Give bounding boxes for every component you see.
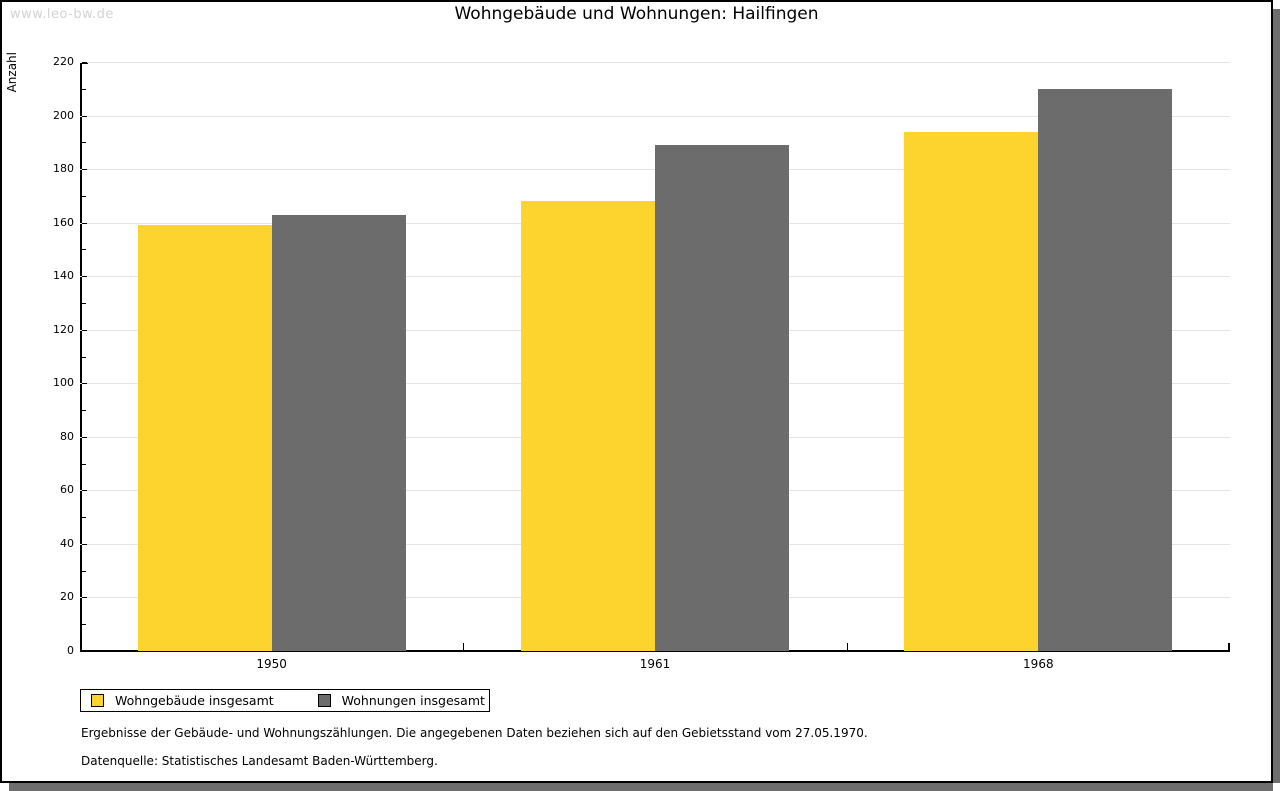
y-tick-label: 0 (67, 644, 74, 657)
y-tick-label: 200 (53, 108, 74, 122)
bar-1968-series-2 (1038, 88, 1173, 651)
footnote-data-source: Datenquelle: Statistisches Landesamt Bad… (81, 754, 438, 768)
plot-area: 0 20 40 60 80 100 120 140 160 180 200 220 1950 1961 19… (53, 56, 1230, 671)
y-tick-label: 180 (53, 162, 74, 176)
y-major-tick (82, 276, 87, 278)
bar-1961-series-1 (521, 201, 655, 651)
y-minor-tick (82, 570, 86, 572)
y-tick-label: 140 (53, 269, 74, 283)
x-tick-label: 1968 (1023, 657, 1054, 671)
y-major-tick (82, 62, 87, 63)
bar-1950-series-1 (137, 225, 272, 651)
y-major-tick (82, 329, 87, 331)
y-tick-label: 80 (60, 429, 74, 443)
footnote-source-note: Ergebnisse der Gebäude- und Wohnungszähl… (81, 726, 868, 740)
y-minor-tick (82, 356, 86, 358)
x-tick-label: 1961 (639, 657, 671, 671)
legend-label-1: Wohngebäude insgesamt (115, 693, 274, 708)
y-major-tick (82, 651, 87, 652)
y-major-tick (82, 436, 87, 438)
y-axis-title: Anzahl (5, 52, 19, 93)
y-gridline (80, 62, 1230, 63)
y-minor-tick (82, 463, 86, 465)
y-axis-top-cap (80, 62, 88, 64)
legend-item-1: Wohngebäude insgesamt (91, 693, 274, 708)
y-tick-label: 60 (60, 483, 74, 497)
chart-title: Wohngebäude und Wohnungen: Hailfingen (454, 4, 819, 24)
legend-item-2: Wohnungen insgesamt (317, 693, 485, 708)
legend-label-2: Wohnungen insgesamt (341, 693, 485, 708)
y-minor-tick (82, 517, 86, 519)
y-minor-tick (82, 624, 86, 626)
legend: Wohngebäude insgesamt Wohnungen insgesamt (80, 689, 490, 712)
bar-1968-series-1 (904, 131, 1039, 651)
y-tick-label: 160 (53, 215, 74, 229)
legend-swatch-1 (91, 694, 104, 707)
legend-swatch-2 (317, 694, 331, 707)
y-major-tick (82, 490, 87, 492)
watermark: www.leo-bw.de (10, 7, 114, 22)
y-tick-label: 220 (53, 55, 74, 68)
y-gridline (80, 115, 1230, 117)
y-minor-tick (82, 142, 86, 144)
y-major-tick (82, 597, 87, 599)
x-tick-label: 1950 (256, 657, 287, 671)
y-major-tick (82, 543, 87, 545)
y-axis-line (80, 62, 82, 651)
y-tick-label: 120 (53, 322, 74, 336)
x-axis-right-cap (1228, 643, 1230, 651)
frame-drop-shadow-right (1273, 9, 1280, 783)
frame-drop-shadow-bottom (9, 783, 1273, 791)
y-minor-tick (82, 410, 86, 412)
y-minor-tick (82, 195, 86, 197)
y-major-tick (82, 383, 87, 385)
x-axis-line (80, 650, 1230, 652)
y-minor-tick (82, 302, 86, 304)
x-boundary-tick (463, 643, 465, 651)
y-tick-label: 20 (60, 590, 74, 604)
y-minor-tick (82, 249, 86, 251)
y-major-tick (82, 222, 87, 224)
x-boundary-tick (846, 643, 848, 651)
bar-1961-series-2 (655, 144, 789, 651)
y-tick-label: 40 (60, 536, 74, 550)
bar-1950-series-2 (271, 214, 406, 651)
y-major-tick (82, 115, 87, 117)
y-minor-tick (82, 88, 86, 90)
y-major-tick (82, 169, 87, 171)
y-tick-label: 100 (53, 376, 74, 390)
